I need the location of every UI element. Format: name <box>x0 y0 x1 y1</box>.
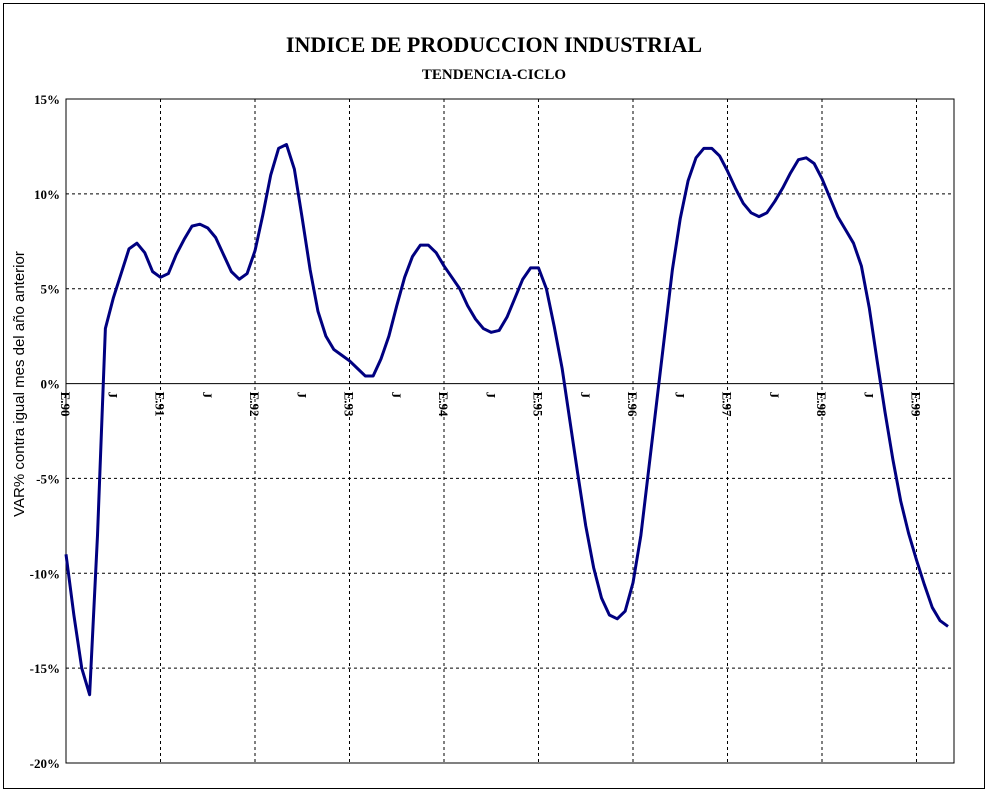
y-tick-label: -5% <box>36 471 60 486</box>
x-tick-label: E.92 <box>247 392 262 417</box>
plot-area <box>65 98 955 764</box>
x-tick-label: E.97 <box>720 392 735 417</box>
x-tick-label: J <box>105 392 120 399</box>
chart-subtitle: TENDENCIA-CICLO <box>422 67 566 83</box>
y-tick-label: -20% <box>30 756 60 771</box>
x-tick-label: J <box>389 392 404 399</box>
x-tick-label: J <box>672 392 687 399</box>
x-tick-label: J <box>578 392 593 399</box>
x-tick-label: E.98 <box>814 392 829 417</box>
x-tick-label: E.90 <box>58 392 73 417</box>
x-tick-label: E.91 <box>153 392 168 417</box>
x-tick-label: E.94 <box>436 392 451 417</box>
chart-title: INDICE DE PRODUCCION INDUSTRIAL <box>286 32 702 57</box>
y-tick-label: 0% <box>41 377 61 392</box>
x-tick-label: E.95 <box>531 392 546 417</box>
y-axis-label: VAR% contra igual mes del año anterior <box>11 251 28 517</box>
x-tick-label: E.99 <box>909 392 924 417</box>
x-tick-label: E.96 <box>625 392 640 417</box>
y-tick-label: 5% <box>41 282 61 297</box>
x-tick-label: E.93 <box>342 392 357 417</box>
x-tick-label: J <box>861 392 876 399</box>
series-line <box>64 143 949 697</box>
chart-frame <box>3 3 985 789</box>
x-tick-label: J <box>200 392 215 399</box>
x-tick-label: J <box>767 392 782 399</box>
x-tick-label: J <box>483 392 498 399</box>
y-tick-label: 15% <box>34 92 60 107</box>
y-tick-label: -10% <box>30 566 60 581</box>
y-tick-label: -15% <box>30 661 60 676</box>
x-tick-label: J <box>294 392 309 399</box>
y-tick-label: 10% <box>34 187 60 202</box>
